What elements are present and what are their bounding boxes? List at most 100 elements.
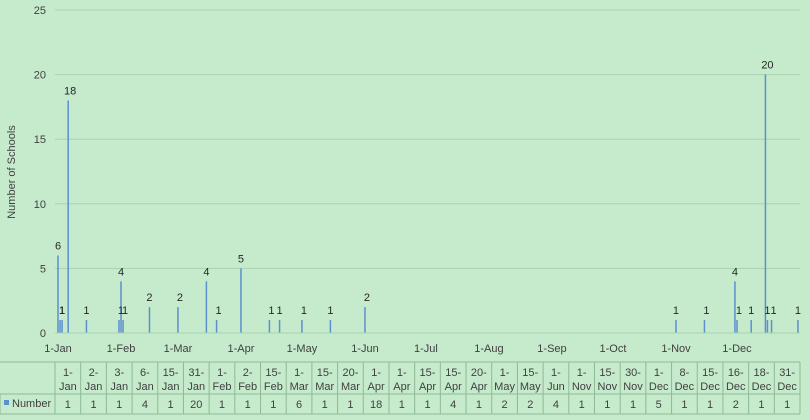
x-tick-label-1-May: 1-May — [287, 343, 318, 355]
y-tick-label: 20 — [34, 70, 46, 82]
table-category-day: 2- — [89, 367, 99, 379]
table-category-month: Apr — [470, 381, 487, 393]
data-label-1-Dec: 1 — [736, 305, 742, 317]
table-category-day: 15- — [265, 367, 281, 379]
gridlines — [55, 9, 800, 269]
table-category-month: Dec — [752, 381, 772, 393]
bar-1-Jan — [57, 255, 59, 333]
table-category-day: 20- — [342, 367, 358, 379]
table-category-month: Apr — [445, 381, 462, 393]
x-tick-label-1-Aug: 1-Aug — [474, 343, 503, 355]
table-category-month: Jan — [110, 381, 128, 393]
x-tick-label-1-Mar: 1-Mar — [164, 343, 193, 355]
table-category-month: Mar — [290, 381, 309, 393]
table-category-month: Jan — [85, 381, 103, 393]
table-category-month: May — [520, 381, 541, 393]
table-category-day: 1- — [217, 367, 227, 379]
bar-2-Feb — [122, 320, 124, 333]
x-tick-label-1-Oct: 1-Oct — [600, 343, 627, 355]
table-value: 2 — [502, 399, 508, 411]
data-label-16-Dec: 1 — [764, 305, 770, 317]
data-label-31-Dec: 1 — [795, 305, 801, 317]
table-category-day: 1- — [654, 367, 664, 379]
table-category-month: Apr — [393, 381, 410, 393]
x-tick-label-1-Apr: 1-Apr — [228, 343, 255, 355]
table-value: 5 — [656, 399, 662, 411]
table-category-month: Nov — [572, 381, 592, 393]
table-value: 1 — [399, 399, 405, 411]
data-label-18-Dec: 1 — [770, 305, 776, 317]
data-label-30-Nov: 4 — [732, 266, 738, 278]
data-label-2-Jan: 1 — [59, 305, 65, 317]
data-label-31-Jan: 1 — [118, 305, 124, 317]
bar-1-Feb — [120, 281, 122, 333]
table-value: 18 — [370, 399, 382, 411]
table-category-day: 15- — [420, 367, 436, 379]
table-category-month: Apr — [368, 381, 385, 393]
table-category-month: Nov — [623, 381, 643, 393]
bar-20-Mar — [215, 320, 218, 333]
bar-31-Jan — [118, 320, 120, 333]
table-value: 4 — [450, 399, 456, 411]
data-label-1-Feb: 4 — [118, 266, 124, 278]
bar-30-Nov — [734, 281, 736, 333]
bar-15-Mar — [205, 281, 208, 333]
bar-1-Nov — [675, 320, 677, 333]
table-value: 1 — [116, 399, 122, 411]
table-value: 4 — [553, 399, 559, 411]
table-category-month: Feb — [238, 381, 257, 393]
legend-series-name: Number — [12, 398, 51, 410]
bar-1-May — [301, 320, 303, 333]
table-value: 1 — [347, 399, 353, 411]
table-value: 4 — [142, 399, 148, 411]
table-category-day: 16- — [728, 367, 744, 379]
bar-15-Feb — [148, 307, 151, 333]
bar-18-Dec — [770, 320, 773, 333]
table-value: 1 — [322, 399, 328, 411]
table-category-day: 15- — [522, 367, 538, 379]
table-category-day: 15- — [599, 367, 615, 379]
table-category-month: Jun — [547, 381, 565, 393]
bar-15-Dec — [764, 74, 767, 333]
table-category-day: 15- — [702, 367, 718, 379]
table-category-day: 8- — [680, 367, 690, 379]
table-category-day: 15- — [163, 367, 179, 379]
x-tick-label-1-Feb: 1-Feb — [107, 343, 136, 355]
table-category-day: 15- — [445, 367, 461, 379]
table-category-day: 31- — [779, 367, 795, 379]
x-tick-label-1-Jul: 1-Jul — [414, 343, 438, 355]
bar-20-Apr — [278, 320, 281, 333]
data-label-15-Mar: 4 — [203, 266, 209, 278]
bar-1-Apr — [240, 268, 242, 333]
data-label-2-Feb: 1 — [122, 305, 128, 317]
table-category-day: 31- — [188, 367, 204, 379]
table-value: 1 — [604, 399, 610, 411]
y-axis-ticks: 0 5 10 15 20 25 — [34, 5, 46, 340]
data-label-15-Dec: 20 — [761, 60, 773, 72]
table-category-day: 2- — [243, 367, 253, 379]
legend-key — [4, 400, 9, 405]
x-tick-label-1-Dec: 1-Dec — [722, 343, 752, 355]
bar-16-Dec — [766, 320, 769, 333]
table-category-month: Feb — [212, 381, 231, 393]
table-value: 2 — [527, 399, 533, 411]
y-tick-label: 25 — [34, 5, 46, 17]
x-axis-ticks: 1-Jan 1-Feb 1-Mar 1-Apr 1-May 1-Jun 1-Jul 1-Aug… — [44, 343, 752, 355]
table-category-day: 1- — [63, 367, 73, 379]
table-value: 1 — [681, 399, 687, 411]
y-tick-label: 5 — [40, 263, 46, 275]
table-value: 1 — [630, 399, 636, 411]
bar-6-Jan — [67, 100, 69, 333]
data-label-20-Mar: 1 — [216, 305, 222, 317]
table-category-month: May — [494, 381, 515, 393]
table-value: 1 — [270, 399, 276, 411]
y-axis-title: Number of Schools — [6, 125, 18, 219]
data-label-1-Nov: 1 — [673, 305, 679, 317]
table-value: 20 — [190, 399, 202, 411]
bar-31-Dec — [797, 320, 799, 333]
data-label-1-May: 1 — [301, 305, 307, 317]
bar-15-Apr — [268, 320, 271, 333]
table-value: 1 — [168, 399, 174, 411]
